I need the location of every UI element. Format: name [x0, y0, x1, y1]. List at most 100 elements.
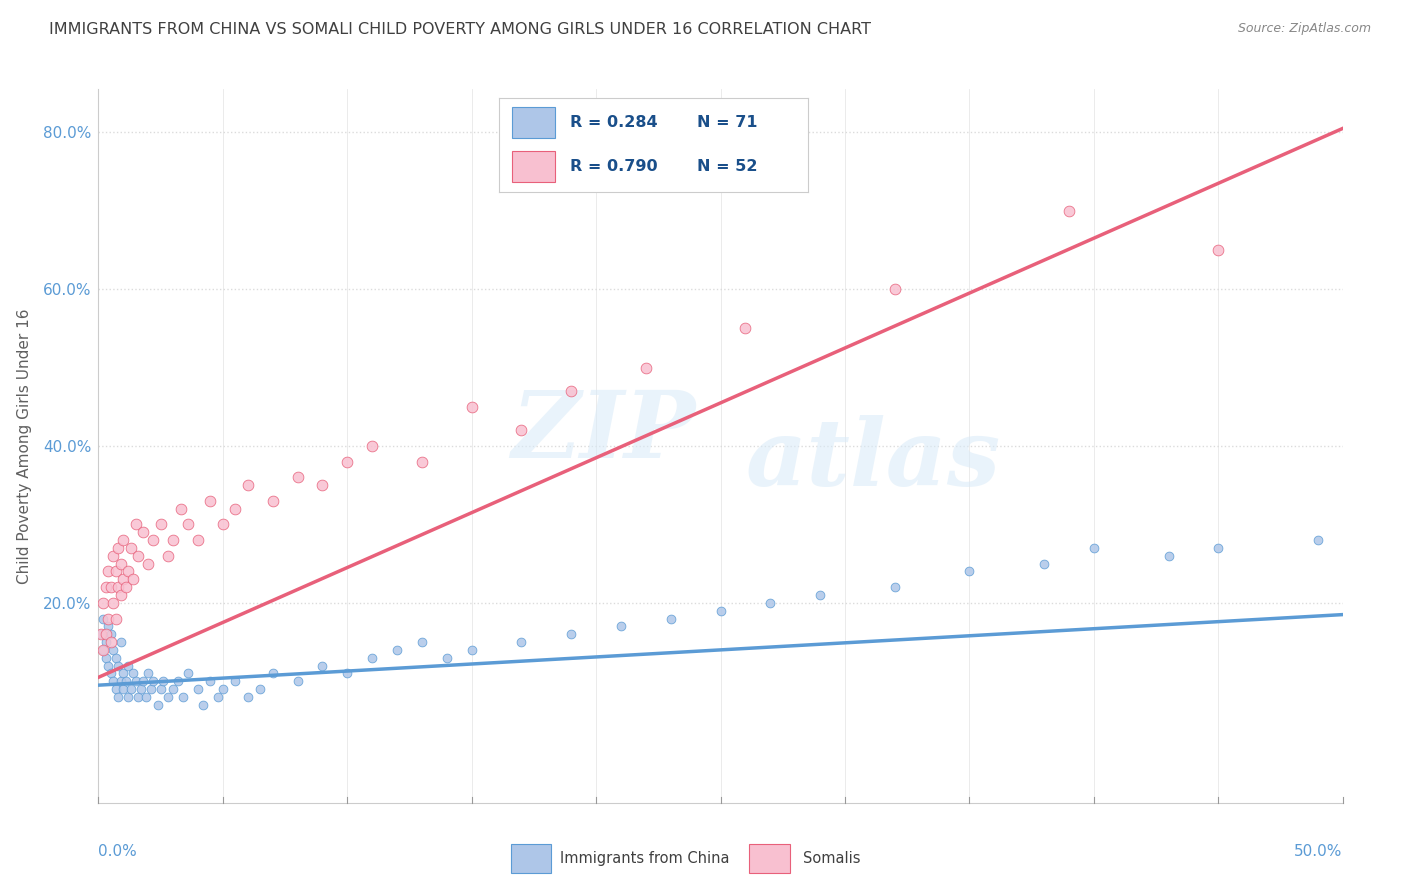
- Point: [191, 698, 214, 712]
- Point: [136, 666, 159, 681]
- Point: [262, 666, 284, 681]
- Point: [104, 682, 127, 697]
- Point: [112, 666, 135, 681]
- Point: [94, 627, 117, 641]
- Point: [103, 643, 125, 657]
- Point: [1206, 243, 1229, 257]
- Point: [94, 635, 117, 649]
- Point: [127, 690, 149, 704]
- Point: [112, 682, 135, 697]
- Point: [132, 525, 155, 540]
- Point: [103, 674, 125, 689]
- Point: [311, 658, 333, 673]
- Point: [107, 690, 129, 704]
- Point: [122, 666, 145, 681]
- Text: R = 0.284: R = 0.284: [571, 115, 658, 130]
- Text: R = 0.790: R = 0.790: [571, 159, 658, 174]
- Point: [287, 470, 309, 484]
- Text: N = 71: N = 71: [697, 115, 758, 130]
- Point: [104, 611, 127, 625]
- Point: [560, 384, 582, 398]
- Point: [157, 549, 180, 563]
- FancyBboxPatch shape: [512, 151, 555, 183]
- Point: [172, 690, 194, 704]
- Point: [107, 658, 129, 673]
- Point: [110, 557, 132, 571]
- Point: [117, 658, 139, 673]
- Point: [107, 580, 129, 594]
- Point: [162, 682, 184, 697]
- Point: [149, 517, 172, 532]
- Point: [110, 635, 132, 649]
- Point: [411, 635, 433, 649]
- Point: [659, 611, 682, 625]
- Point: [510, 635, 533, 649]
- Point: [336, 455, 359, 469]
- Point: [883, 282, 905, 296]
- Point: [207, 690, 229, 704]
- Point: [112, 572, 135, 586]
- Point: [177, 666, 200, 681]
- Point: [142, 674, 165, 689]
- Y-axis label: Child Poverty Among Girls Under 16: Child Poverty Among Girls Under 16: [17, 309, 32, 583]
- Point: [93, 596, 115, 610]
- Point: [127, 549, 149, 563]
- Point: [90, 627, 112, 641]
- Point: [107, 541, 129, 555]
- Text: 0.0%: 0.0%: [98, 845, 138, 859]
- Point: [177, 517, 200, 532]
- Point: [97, 565, 120, 579]
- Point: [157, 690, 180, 704]
- Point: [152, 674, 174, 689]
- Point: [139, 682, 162, 697]
- Point: [120, 541, 142, 555]
- Point: [103, 596, 125, 610]
- Point: [808, 588, 831, 602]
- Point: [90, 627, 112, 641]
- Point: [361, 439, 384, 453]
- Point: [610, 619, 633, 633]
- Point: [132, 674, 155, 689]
- Point: [169, 501, 191, 516]
- Point: [100, 627, 122, 641]
- Point: [1306, 533, 1329, 547]
- Point: [249, 682, 271, 697]
- Point: [117, 565, 139, 579]
- Text: atlas: atlas: [745, 416, 1001, 505]
- Point: [110, 674, 132, 689]
- Point: [224, 501, 246, 516]
- Point: [1057, 203, 1080, 218]
- Point: [385, 643, 408, 657]
- Point: [125, 674, 148, 689]
- Point: [93, 643, 115, 657]
- Point: [287, 674, 309, 689]
- Point: [114, 580, 136, 594]
- Point: [104, 565, 127, 579]
- Point: [146, 698, 169, 712]
- Text: IMMIGRANTS FROM CHINA VS SOMALI CHILD POVERTY AMONG GIRLS UNDER 16 CORRELATION C: IMMIGRANTS FROM CHINA VS SOMALI CHILD PO…: [49, 22, 872, 37]
- Point: [97, 611, 120, 625]
- Point: [112, 533, 135, 547]
- Point: [93, 643, 115, 657]
- Point: [125, 517, 148, 532]
- Text: N = 52: N = 52: [697, 159, 758, 174]
- Point: [97, 658, 120, 673]
- Point: [734, 321, 756, 335]
- Point: [634, 360, 657, 375]
- Point: [104, 650, 127, 665]
- Point: [167, 674, 190, 689]
- Point: [200, 674, 222, 689]
- Point: [94, 650, 117, 665]
- Point: [117, 690, 139, 704]
- Text: Immigrants from China: Immigrants from China: [560, 851, 730, 866]
- Point: [129, 682, 152, 697]
- Point: [236, 690, 259, 704]
- Text: ZIP: ZIP: [512, 387, 696, 476]
- Point: [200, 494, 222, 508]
- FancyBboxPatch shape: [510, 844, 551, 873]
- Point: [114, 674, 136, 689]
- Point: [460, 400, 484, 414]
- Point: [187, 533, 209, 547]
- Point: [436, 650, 458, 665]
- FancyBboxPatch shape: [749, 844, 790, 873]
